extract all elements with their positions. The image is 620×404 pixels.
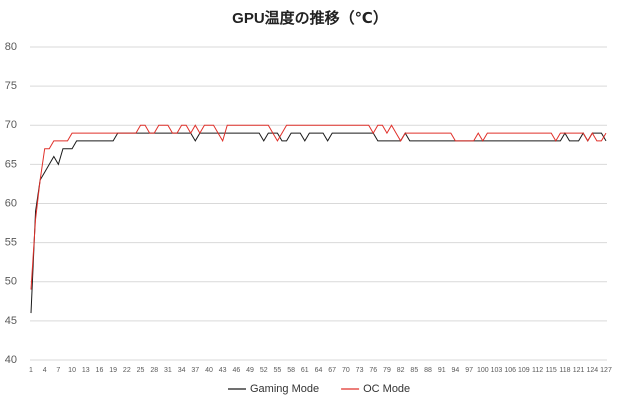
chart-title: GPU温度の推移（℃） (232, 9, 388, 27)
x-tick-label: 19 (109, 367, 117, 374)
x-tick-label: 49 (246, 367, 254, 374)
x-tick-label: 100 (477, 367, 489, 374)
y-tick-label: 70 (5, 119, 17, 131)
x-tick-label: 40 (205, 367, 213, 374)
x-tick-label: 10 (68, 367, 76, 374)
x-tick-label: 55 (274, 367, 282, 374)
x-tick-label: 28 (150, 367, 158, 374)
x-tick-label: 22 (123, 367, 131, 374)
legend-label: Gaming Mode (250, 383, 319, 395)
x-tick-label: 118 (559, 367, 570, 374)
x-tick-label: 82 (397, 367, 405, 374)
y-tick-label: 45 (5, 315, 17, 327)
series-line (30, 132, 607, 314)
x-tick-label: 70 (342, 367, 350, 374)
series-line (30, 124, 607, 290)
y-tick-label: 75 (5, 80, 17, 92)
x-tick-label: 106 (504, 367, 516, 374)
x-tick-label: 46 (232, 367, 240, 374)
x-tick-label: 64 (315, 367, 323, 374)
x-tick-label: 61 (301, 367, 309, 374)
x-tick-label: 13 (82, 367, 90, 374)
legend-label: OC Mode (363, 383, 410, 395)
x-tick-label: 73 (356, 367, 364, 374)
x-tick-label: 37 (191, 367, 199, 374)
x-tick-label: 7 (56, 367, 60, 374)
x-tick-label: 4 (43, 367, 47, 374)
y-tick-label: 60 (5, 197, 17, 209)
x-tick-label: 76 (369, 367, 377, 374)
x-tick-label: 34 (178, 367, 186, 374)
x-tick-label: 79 (383, 367, 391, 374)
x-tick-label: 16 (96, 367, 104, 374)
x-tick-label: 94 (452, 367, 460, 374)
x-tick-label: 25 (137, 367, 145, 374)
x-tick-label: 121 (573, 367, 585, 374)
x-tick-label: 127 (600, 367, 612, 374)
x-tick-label: 103 (491, 367, 503, 374)
y-tick-label: 40 (5, 354, 17, 366)
x-tick-label: 52 (260, 367, 268, 374)
x-tick-label: 97 (465, 367, 473, 374)
x-tick-label: 91 (438, 367, 446, 374)
x-tick-label: 58 (287, 367, 295, 374)
x-tick-label: 1 (29, 367, 33, 374)
x-tick-label: 43 (219, 367, 227, 374)
x-tick-label: 85 (410, 367, 418, 374)
x-tick-label: 124 (586, 367, 598, 374)
y-tick-label: 65 (5, 158, 17, 170)
x-tick-label: 88 (424, 367, 432, 374)
y-tick-label: 55 (5, 237, 17, 249)
x-tick-label: 112 (532, 367, 543, 374)
x-tick-label: 67 (328, 367, 336, 374)
x-tick-label: 31 (164, 367, 172, 374)
y-tick-label: 80 (5, 41, 17, 53)
y-tick-label: 50 (5, 276, 17, 288)
x-tick-label: 115 (546, 367, 557, 374)
x-tick-label: 109 (518, 367, 530, 374)
